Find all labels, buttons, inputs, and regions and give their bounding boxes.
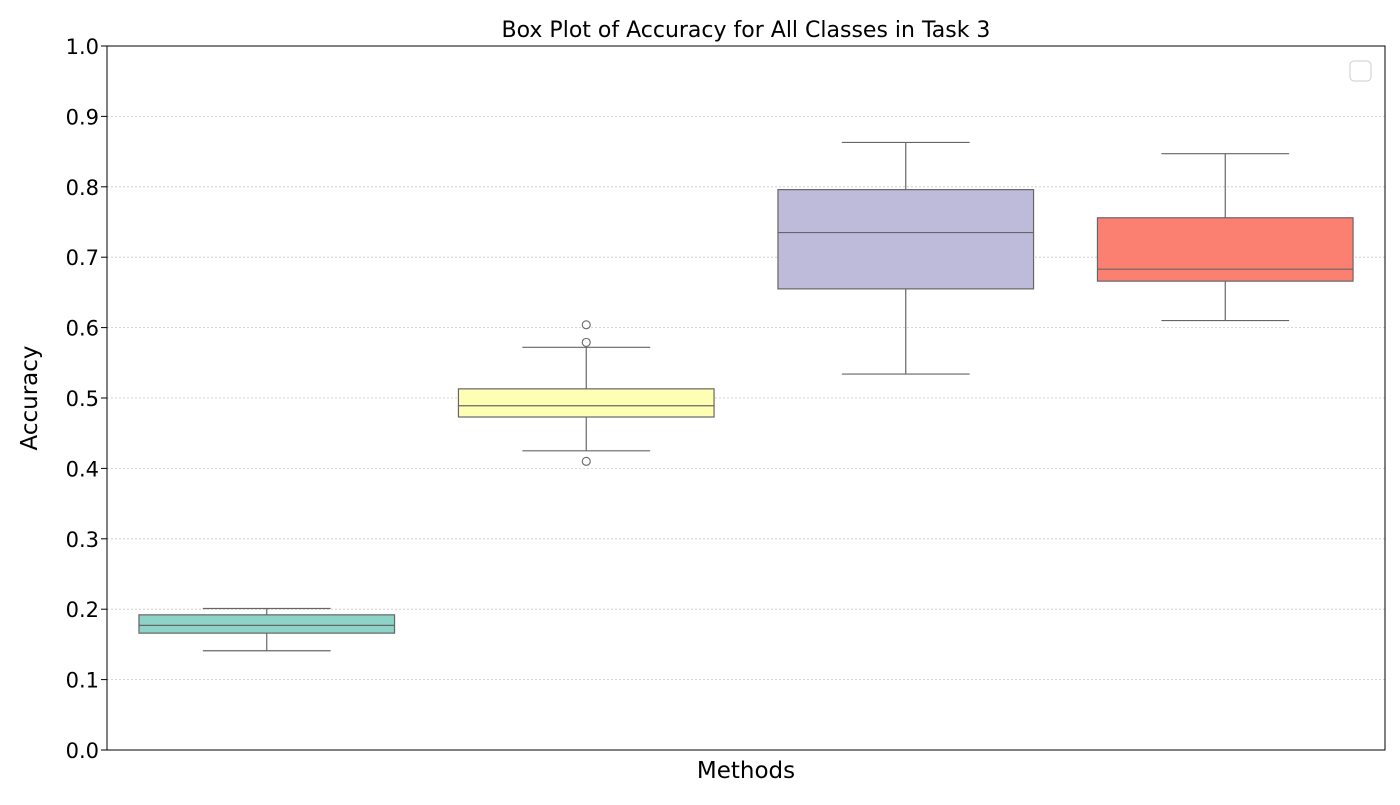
outlier-point (581, 320, 591, 330)
box-body (1096, 217, 1354, 282)
y-tick-label: 0.4 (66, 457, 99, 481)
box-group (457, 320, 715, 466)
outlier-point (581, 456, 591, 466)
box-group (1096, 153, 1354, 322)
y-tick-label: 0.7 (66, 246, 99, 270)
y-tick-label: 0.9 (66, 105, 99, 129)
box-body (457, 388, 715, 418)
outlier-point (581, 337, 591, 347)
y-tick-label: 0.1 (66, 669, 99, 693)
y-axis-ticks: 0.0 0.1 0.2 0.3 0.4 0.5 0.6 0.7 0.8 0.9 1.0 (66, 35, 107, 763)
legend-box (1349, 60, 1372, 82)
y-axis-label: Accuracy (17, 345, 43, 450)
box-body (777, 189, 1035, 290)
y-tick-label: 0.0 (66, 739, 99, 763)
y-tick-label: 0.6 (66, 317, 99, 341)
grid-layer (107, 116, 1385, 680)
chart-title: Box Plot of Accuracy for All Classes in … (502, 18, 991, 43)
plot-frame (106, 45, 1386, 751)
box-group (777, 141, 1035, 375)
box-body (138, 614, 396, 634)
y-tick-label: 0.3 (66, 528, 99, 552)
box-group (138, 607, 396, 652)
y-tick-label: 1.0 (66, 35, 99, 59)
y-tick-label: 0.5 (66, 387, 99, 411)
box-layer (138, 141, 1354, 652)
x-axis-label: Methods (697, 758, 795, 784)
y-tick-label: 0.2 (66, 598, 99, 622)
y-tick-label: 0.8 (66, 176, 99, 200)
